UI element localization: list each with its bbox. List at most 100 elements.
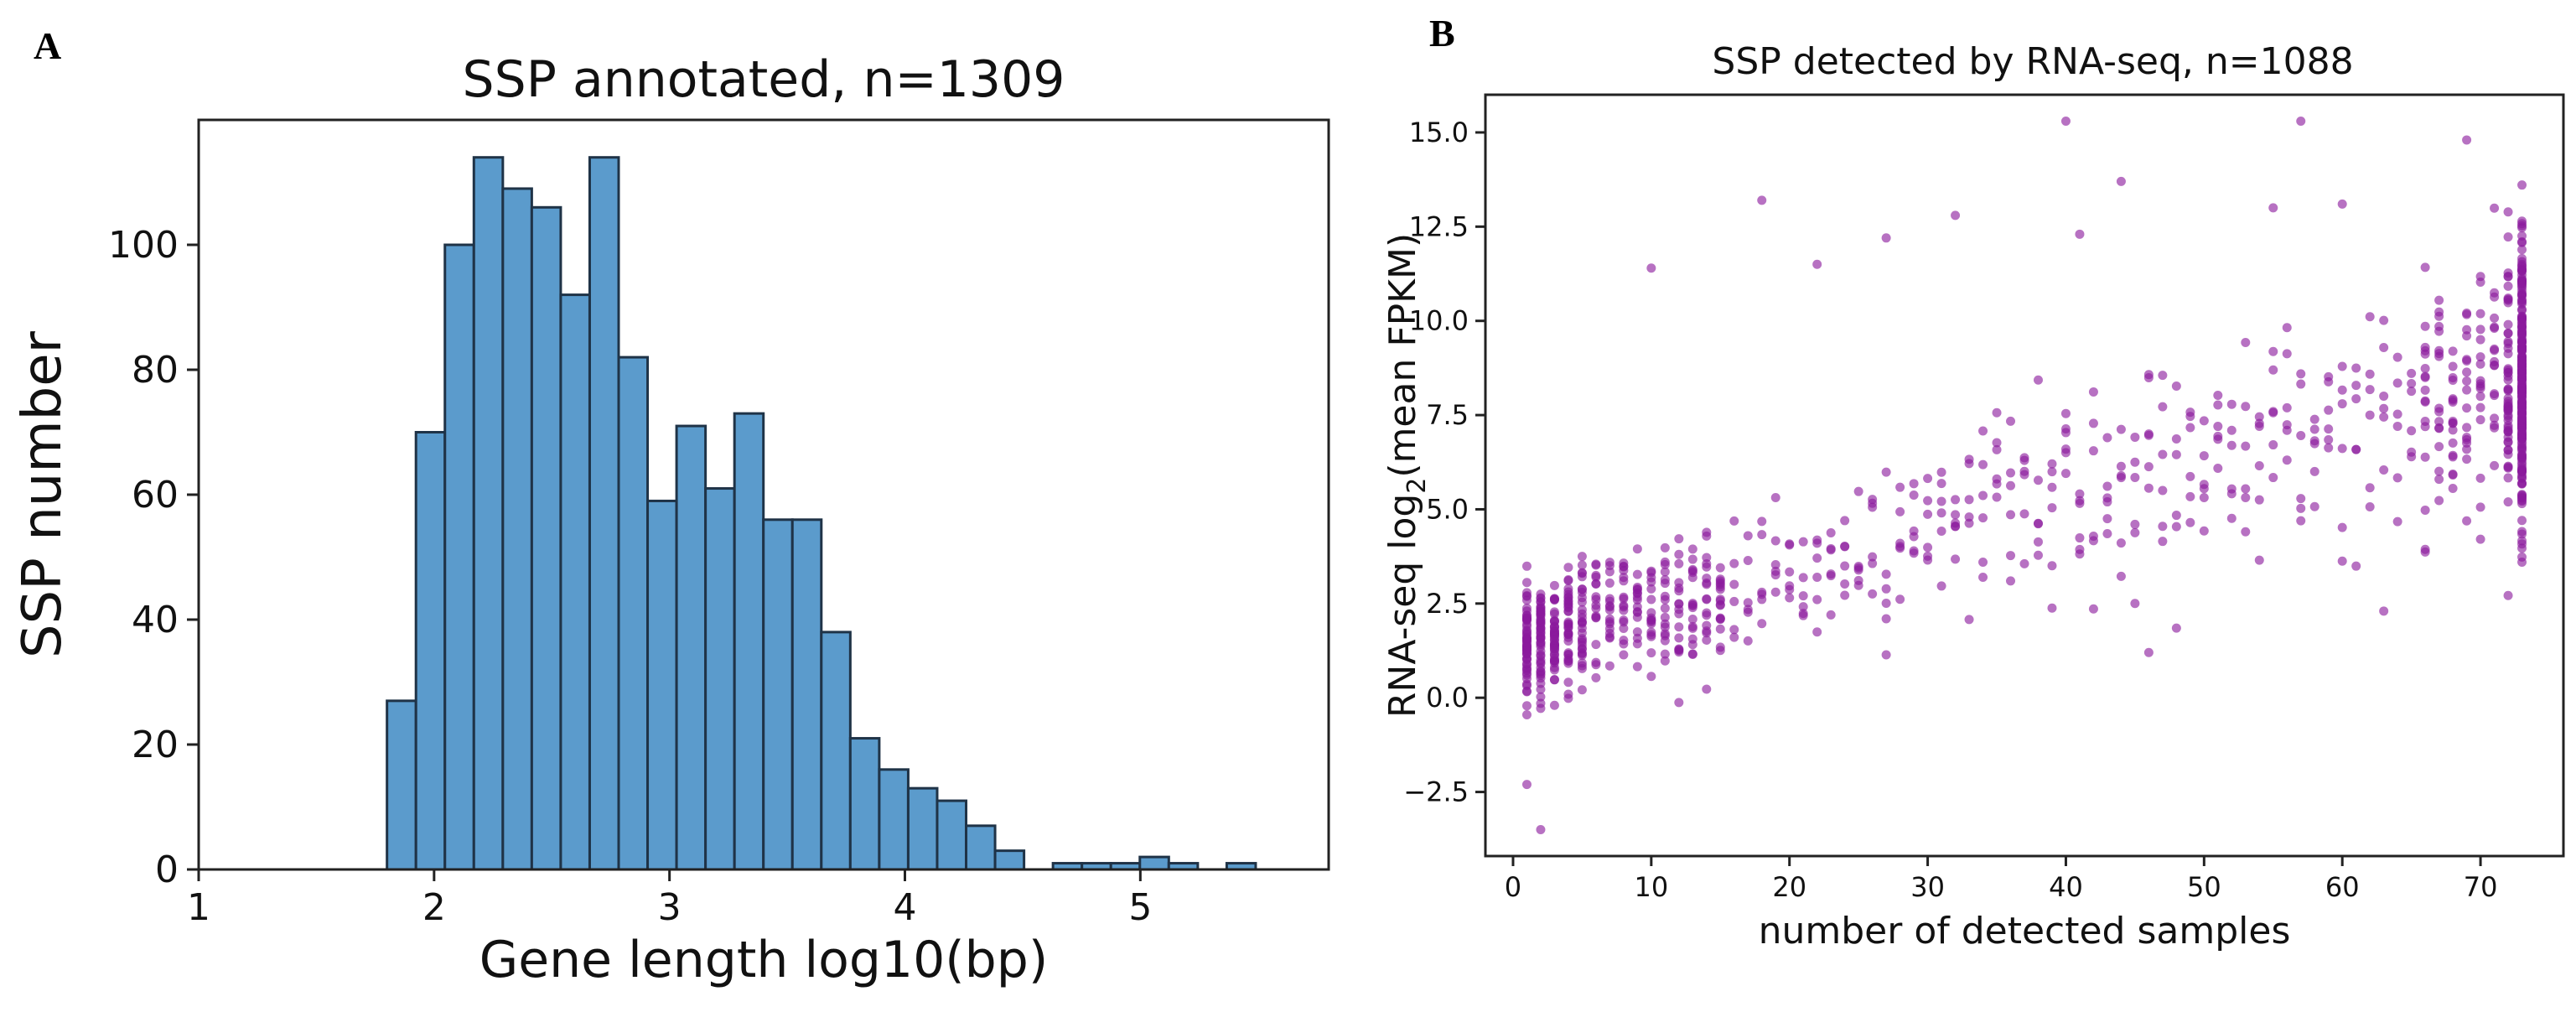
scatter-point [1770, 492, 1780, 502]
scatter-point [2130, 457, 2140, 467]
scatter-point [2517, 465, 2527, 475]
scatter-point [1978, 513, 1988, 523]
scatter-point [1687, 564, 1697, 574]
scatter-point [1978, 490, 1988, 501]
histogram-bar [675, 424, 707, 871]
scatter-point [1646, 584, 1656, 594]
scatter-point [2309, 424, 2319, 434]
scatter-point [2116, 461, 2126, 471]
scatter-point [2143, 429, 2154, 439]
scatter-point [2282, 455, 2292, 465]
scatter-point [2199, 451, 2209, 461]
scatter-point [1660, 591, 1670, 601]
scatter-point [2282, 349, 2292, 359]
scatter-point [1577, 623, 1587, 633]
scatter-point [2490, 203, 2500, 213]
scatter-point [2006, 551, 2016, 561]
scatter-point [1536, 692, 1546, 702]
scatter-point [2088, 604, 2098, 614]
scatter-point [1549, 700, 1559, 710]
scatter-point [2503, 461, 2513, 471]
scatter-point [2503, 497, 2513, 507]
scatter-point [1521, 679, 1532, 689]
scatter-point [1853, 563, 1863, 573]
scatter-point [1674, 644, 1684, 654]
scatter-point [2517, 437, 2527, 447]
scatter-point [1743, 531, 1753, 541]
scatter-point [2392, 473, 2402, 483]
scatter-point [1687, 599, 1697, 609]
scatter-point [1660, 612, 1670, 622]
scatter-point [1881, 584, 1891, 594]
scatter-point [2006, 416, 2016, 426]
scatter-point [2102, 529, 2112, 539]
scatter-point [1936, 467, 1946, 477]
scatter-point [1840, 516, 1850, 526]
scatter-point [2351, 394, 2361, 404]
scatter-point [2102, 514, 2112, 524]
scatter-point [2282, 323, 2292, 333]
scatter-point [2490, 292, 2500, 302]
scatter-point [1563, 603, 1573, 613]
scatter-point [2503, 445, 2513, 455]
scatter-point [1936, 508, 1946, 518]
y-tick-label: 5.0 [1426, 493, 1469, 525]
scatter-point [1521, 591, 1532, 601]
scatter-point [2171, 381, 2181, 391]
scatter-point [2351, 444, 2361, 454]
scatter-point [2102, 497, 2112, 507]
scatter-point [1549, 665, 1559, 675]
scatter-point [2268, 365, 2278, 375]
scatter-point [1632, 662, 1642, 672]
scatter-point [1743, 636, 1753, 646]
scatter-point [2241, 484, 2251, 494]
scatter-point [1549, 658, 1559, 668]
scatter-point [2503, 329, 2513, 339]
scatter-points [1521, 116, 2527, 835]
scatter-point [2517, 305, 2527, 315]
y-tick-label: 40 [132, 599, 179, 641]
histogram-bar [1138, 855, 1170, 871]
scatter-point [2241, 338, 2251, 348]
scatter-point [2241, 441, 2251, 451]
scatter-point [2254, 555, 2264, 565]
scatter-point [1895, 594, 1905, 605]
scatter-point [1549, 675, 1559, 685]
scatter-point [2060, 408, 2071, 418]
scatter-point [2241, 402, 2251, 412]
scatter-point [2171, 522, 2181, 532]
scatter-point [2296, 379, 2306, 389]
scatter-point [2490, 313, 2500, 323]
scatter-point [2503, 364, 2513, 374]
scatter-point [2075, 496, 2085, 506]
scatter-point [2434, 345, 2444, 355]
scatter-point [1923, 474, 1933, 484]
scatter-point [2268, 473, 2278, 483]
scatter-point [2309, 501, 2319, 511]
scatter-point [1674, 583, 1684, 593]
scatter-point [1798, 573, 1808, 583]
scatter-point [2075, 544, 2085, 554]
scatter-point [2254, 418, 2264, 428]
y-tick-label: 80 [132, 349, 179, 392]
scatter-point [2309, 414, 2319, 424]
scatter-point [2047, 482, 2057, 492]
scatter-point [2006, 468, 2016, 478]
scatter-point [1619, 605, 1629, 615]
scatter-point [1715, 624, 1725, 634]
scatter-point [2199, 416, 2209, 426]
scatter-point [2213, 463, 2223, 473]
scatter-point [1536, 678, 1546, 688]
scatter-point [1577, 641, 1587, 651]
scatter-point [1646, 672, 1656, 682]
scatter-point [1646, 627, 1656, 637]
chart-b-x-label: number of detected samples [1759, 910, 2291, 952]
scatter-point [2006, 576, 2016, 586]
scatter-point [1743, 605, 1753, 615]
scatter-point [1604, 578, 1615, 588]
scatter-point [1936, 479, 1946, 489]
scatter-point [1909, 490, 1919, 500]
scatter-point [2185, 471, 2195, 481]
scatter-point [1785, 593, 1795, 603]
scatter-point [2475, 415, 2485, 425]
